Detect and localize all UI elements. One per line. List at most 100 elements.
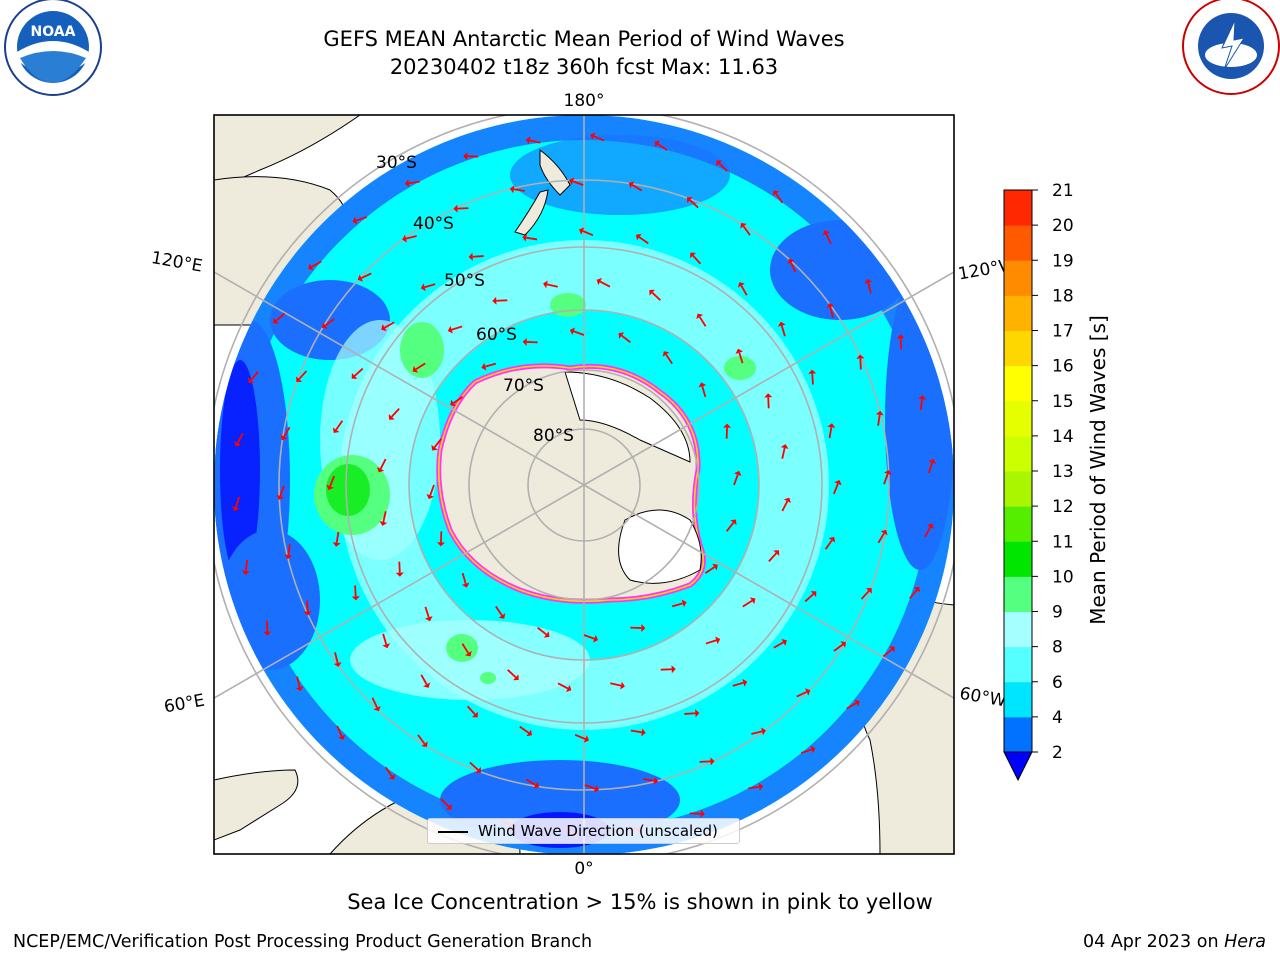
wind-wave-arrow-head [333,662,342,667]
wind-wave-arrow-shaft [773,641,784,649]
wind-wave-arrow-shaft [781,500,789,512]
wind-wave-arrow-head [526,729,533,737]
wind-wave-arrow-head [671,665,676,674]
wind-wave-arrow-shaft [265,620,269,632]
wind-wave-arrow-head [896,334,905,339]
wind-wave-arrow-shaft [525,778,537,786]
wind-wave-arrow-head [296,376,303,383]
lat-label-80s: 80°S [533,426,574,446]
wind-wave-arrow-head [808,369,817,374]
wind-wave-arrow-head [854,699,860,707]
footer-branch: NCEP/EMC/Verification Post Processing Pr… [13,932,593,952]
lat-label-40s: 40°S [413,214,454,234]
wind-wave-arrow-shaft [732,681,744,687]
wind-wave-arrow-head [498,613,506,619]
colorbar-tick-label: 12 [1052,497,1074,517]
wind-wave-arrow-head [712,563,718,571]
wind-wave-arrow-shaft [804,593,814,603]
wind-wave-arrow-head [804,688,811,696]
wind-wave-arrow-shaft [335,531,340,543]
colorbar-tick-label: 19 [1052,251,1074,271]
wind-wave-arrow-head [654,140,661,148]
wind-wave-arrow-head [834,479,842,486]
wind-wave-arrow-head [284,554,293,560]
wind-wave-arrow-shaft [453,396,464,404]
wind-wave-arrow-head [426,493,434,500]
wind-wave-arrow-head [379,521,388,526]
colorbar-tick-label: 2 [1052,743,1063,763]
lat-label-30s: 30°S [376,153,417,173]
wind-wave-arrow-head [772,190,780,196]
wind-wave-arrow-head [453,204,458,213]
wind-wave-arrow-shaft [919,398,924,411]
wind-wave-arrow-shaft [811,373,814,385]
colorbar: 2 4 6 8 9 10 11 12 13 14 15 16 17 18 19 20 21 [1003,181,1074,782]
wind-wave-arrow-shaft [472,255,484,258]
wind-wave-arrow-shaft [582,230,594,236]
wind-wave-arrow-head [388,414,395,420]
colorbar-segment [1004,576,1032,612]
wind-wave-arrow-head [690,252,696,259]
wind-wave-arrow-shaft [599,280,611,288]
legend-line-swatch [438,831,468,833]
wind-wave-arrow-shaft [867,282,872,294]
wind-wave-arrow-shaft [610,682,622,687]
colorbar-segment [1004,190,1032,226]
wind-wave-arrow-shaft [574,734,586,740]
wind-wave-arrow-head [565,684,572,692]
wind-wave-arrow-head [698,382,707,388]
wind-wave-arrow-shaft [244,559,249,572]
wind-wave-arrow-shaft [354,585,357,597]
wind-wave-arrow-head [421,741,428,747]
wind-wave-arrow-head [543,631,550,638]
wind-wave-arrow-head [351,596,360,601]
wind-wave-arrow-head [649,289,655,296]
colorbar-tick-label: 15 [1052,392,1074,412]
wind-wave-arrow-head [280,434,288,441]
wind-wave-arrow-head [338,734,346,740]
wind-wave-arrow-shaft [751,730,763,735]
wind-wave-arrow-head [263,631,272,636]
wind-wave-arrow-head [472,711,478,718]
wind-wave-arrow-head [377,466,385,473]
wind-wave-arrow-head [889,646,895,653]
colorbar-tick-label: 11 [1052,532,1074,552]
wind-wave-arrow-shaft [420,674,428,685]
chart-subtitle: 20230402 t18z 360h fcst Max: 11.63 [389,55,779,79]
wind-wave-arrow-shaft [283,426,291,438]
wind-wave-arrow-head [681,599,687,608]
colorbar-tick-label: 9 [1052,603,1063,623]
wind-wave-arrow-shaft [671,602,683,608]
wind-wave-arrow-head [822,230,830,236]
wind-wave-arrow-shaft [384,321,395,329]
wind-wave-arrow-shaft [429,484,435,496]
wind-wave-arrow-head [436,542,445,547]
lon-label-120e: 120°E [150,248,204,277]
wind-wave-arrow-head [641,728,646,737]
colorbar-segment [1004,400,1032,437]
wind-wave-arrow-head [273,317,279,324]
wind-wave-arrow-head [742,678,748,687]
lat-label-50s: 50°S [444,271,485,291]
wind-wave-arrow-head [662,351,670,357]
colorbar-segment [1004,611,1032,648]
wind-wave-arrow-head [357,274,364,282]
wind-wave-arrow-shaft [775,193,784,204]
wind-wave-arrow-shaft [927,462,934,474]
wind-wave-arrow-head [730,519,737,526]
wind-wave-arrow-shaft [417,734,426,745]
colorbar-segment [1004,646,1032,683]
wind-wave-arrow-head [388,774,396,780]
colorbar-tick-label: 20 [1052,216,1074,236]
wind-wave-arrow-shaft [833,483,839,495]
wind-wave-arrow-shaft [519,725,530,734]
wind-wave-arrow-head [715,636,721,645]
wind-wave-arrow-shaft [296,676,301,688]
wind-wave-arrow-head [543,280,548,289]
wind-wave-arrow-head [740,223,747,229]
noaa-logo: NOAA [4,0,102,96]
wind-wave-arrow-shaft [495,605,503,616]
wind-wave-arrow-shaft [279,485,285,497]
wind-wave-arrow-head [569,327,576,335]
wind-wave-arrow-shaft [335,420,344,431]
